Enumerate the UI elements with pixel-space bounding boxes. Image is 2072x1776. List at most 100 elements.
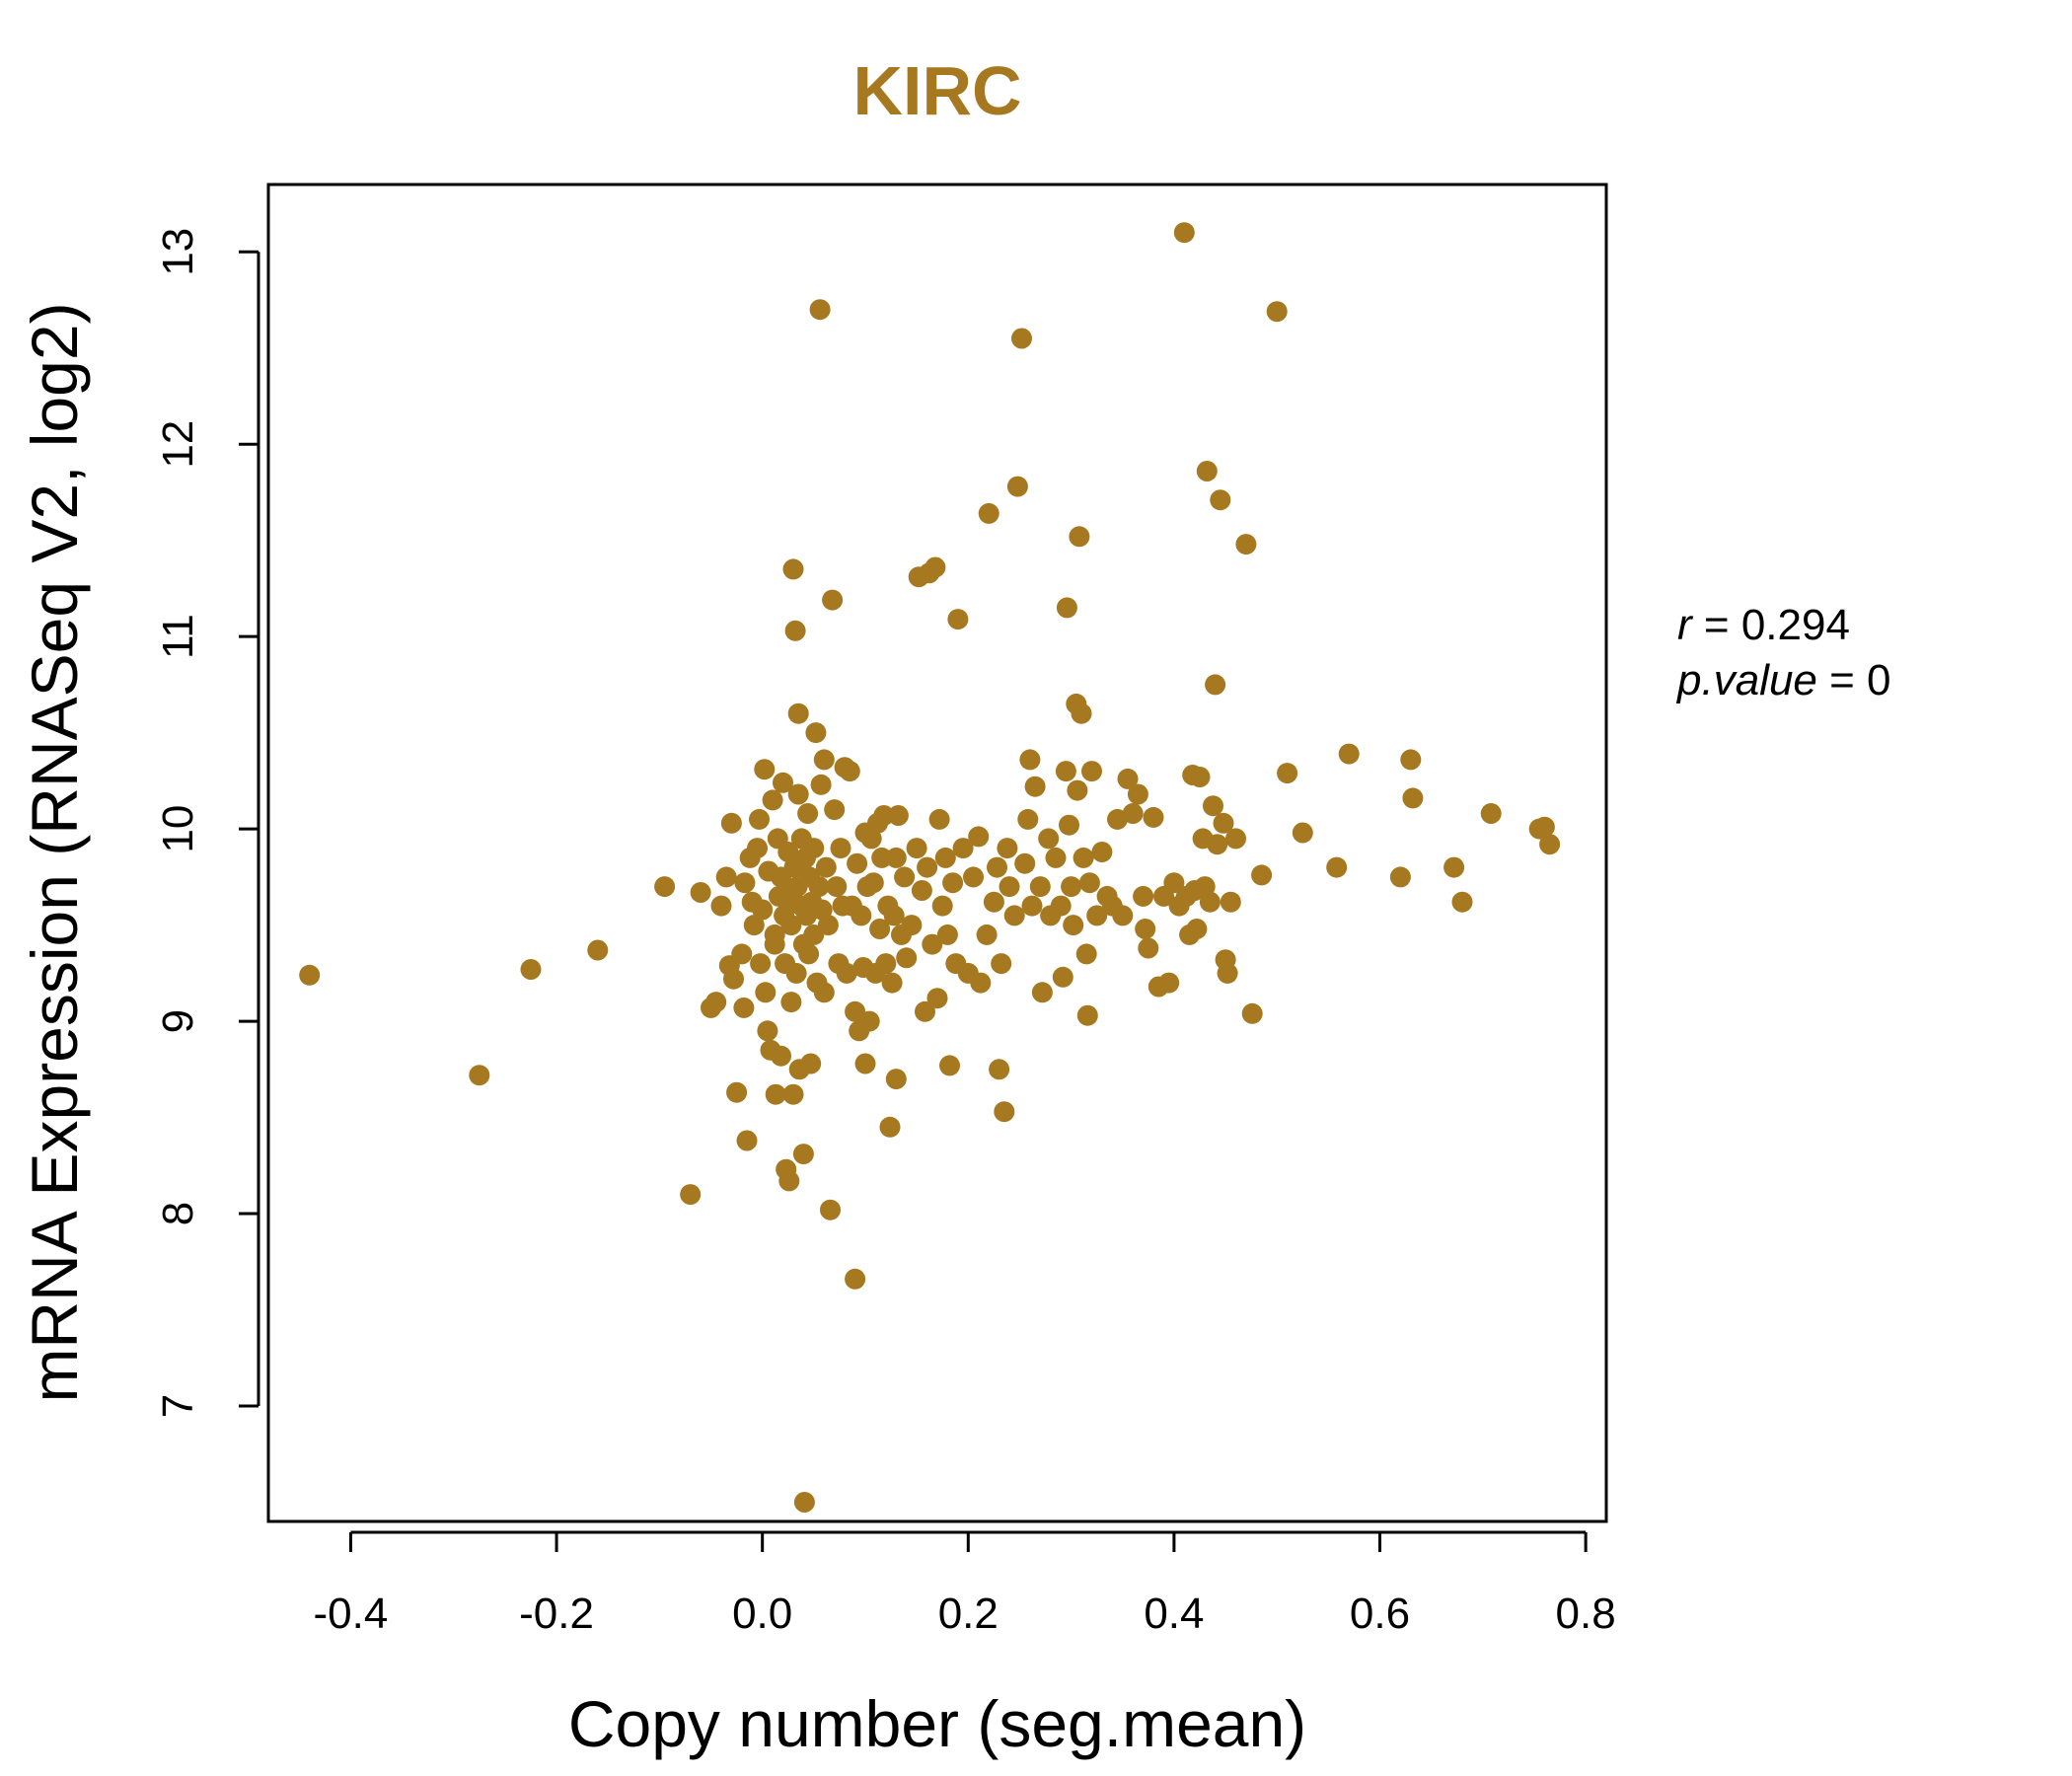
data-point	[785, 962, 807, 984]
data-point	[978, 502, 999, 524]
data-point	[906, 838, 927, 859]
data-point	[894, 866, 916, 888]
data-point	[808, 876, 830, 898]
data-point	[1019, 749, 1041, 771]
data-point	[1143, 806, 1164, 828]
data-point	[1061, 876, 1082, 898]
x-tick-label: 0.2	[938, 1590, 999, 1638]
data-point	[1400, 749, 1422, 771]
data-point	[765, 1083, 786, 1105]
data-point	[782, 1083, 804, 1105]
data-point	[968, 826, 990, 848]
data-point	[787, 703, 809, 724]
data-point	[1338, 743, 1360, 765]
data-point	[587, 939, 609, 961]
data-point	[1389, 866, 1411, 888]
data-point	[798, 943, 820, 965]
data-point	[873, 805, 895, 826]
data-point	[757, 1020, 778, 1042]
data-point	[896, 947, 918, 969]
data-point	[787, 783, 809, 805]
x-tick-label: 0.4	[1144, 1590, 1204, 1638]
data-point	[690, 882, 711, 903]
p-value: 0	[1867, 656, 1890, 704]
data-point	[1292, 822, 1313, 844]
data-point	[1127, 783, 1148, 805]
data-point	[771, 1045, 791, 1067]
data-point	[1158, 972, 1180, 994]
x-tick-label: -0.4	[314, 1590, 389, 1638]
data-point	[1122, 803, 1144, 824]
data-point	[926, 988, 948, 1009]
data-point	[815, 856, 837, 878]
data-point	[1133, 885, 1154, 907]
data-point	[680, 1184, 702, 1206]
data-point	[934, 847, 956, 868]
data-point	[1003, 905, 1025, 926]
data-point	[797, 803, 819, 824]
data-point	[858, 1010, 880, 1032]
data-point	[1220, 891, 1241, 913]
correlation-stats: r = 0.294 p.value = 0	[1675, 601, 1891, 704]
x-tick-label: 0.0	[732, 1590, 792, 1638]
data-point	[734, 872, 756, 894]
data-point	[469, 1065, 490, 1086]
data-point	[731, 943, 753, 965]
data-point	[1091, 842, 1113, 862]
chart-title: KIRC	[852, 52, 1021, 129]
data-point	[1173, 222, 1195, 244]
data-point	[885, 1069, 907, 1090]
data-point	[1533, 816, 1555, 838]
data-point	[883, 905, 905, 926]
data-point	[1135, 919, 1156, 939]
data-point	[885, 847, 907, 868]
y-tick-label: 10	[154, 805, 202, 853]
y-tick-label: 9	[154, 1009, 202, 1033]
data-point	[750, 953, 772, 975]
data-point	[720, 812, 742, 834]
data-point	[793, 1492, 815, 1513]
data-point	[911, 880, 932, 901]
data-point	[939, 1055, 960, 1076]
data-point	[915, 1000, 935, 1022]
data-point	[970, 972, 992, 994]
data-point	[1266, 301, 1288, 323]
data-point	[1213, 812, 1234, 834]
data-point	[1006, 476, 1028, 497]
data-point	[1251, 864, 1273, 886]
data-point	[1163, 872, 1185, 894]
data-point	[1217, 962, 1238, 984]
data-point	[749, 808, 770, 830]
data-point	[1117, 768, 1139, 789]
plot-frame	[266, 183, 1608, 1523]
data-point	[1196, 461, 1218, 481]
data-point	[817, 915, 839, 936]
data-point	[805, 722, 827, 744]
data-point	[931, 895, 953, 917]
data-point	[780, 992, 802, 1013]
data-point	[1078, 872, 1100, 894]
data-point	[813, 749, 835, 771]
data-point	[922, 933, 943, 955]
data-point	[947, 609, 969, 630]
data-point	[1203, 795, 1223, 817]
data-point	[925, 556, 946, 578]
r-stat: r = 0.294	[1677, 601, 1850, 649]
data-point	[1086, 905, 1108, 926]
data-point	[780, 915, 802, 936]
data-point	[1138, 937, 1159, 959]
data-point	[1014, 852, 1036, 874]
data-point	[1069, 526, 1090, 548]
data-point	[1451, 891, 1473, 913]
data-point	[936, 924, 958, 945]
p-value-stat: p.value = 0	[1675, 656, 1891, 704]
data-point	[299, 964, 321, 986]
data-point	[736, 1130, 758, 1151]
data-point	[869, 919, 891, 939]
data-point	[1045, 847, 1067, 868]
data-point	[1210, 489, 1231, 511]
data-point	[1225, 828, 1246, 850]
data-point	[989, 1059, 1010, 1080]
y-axis: 7 8 9 10 11 12 13	[154, 228, 260, 1418]
data-point	[976, 924, 998, 945]
